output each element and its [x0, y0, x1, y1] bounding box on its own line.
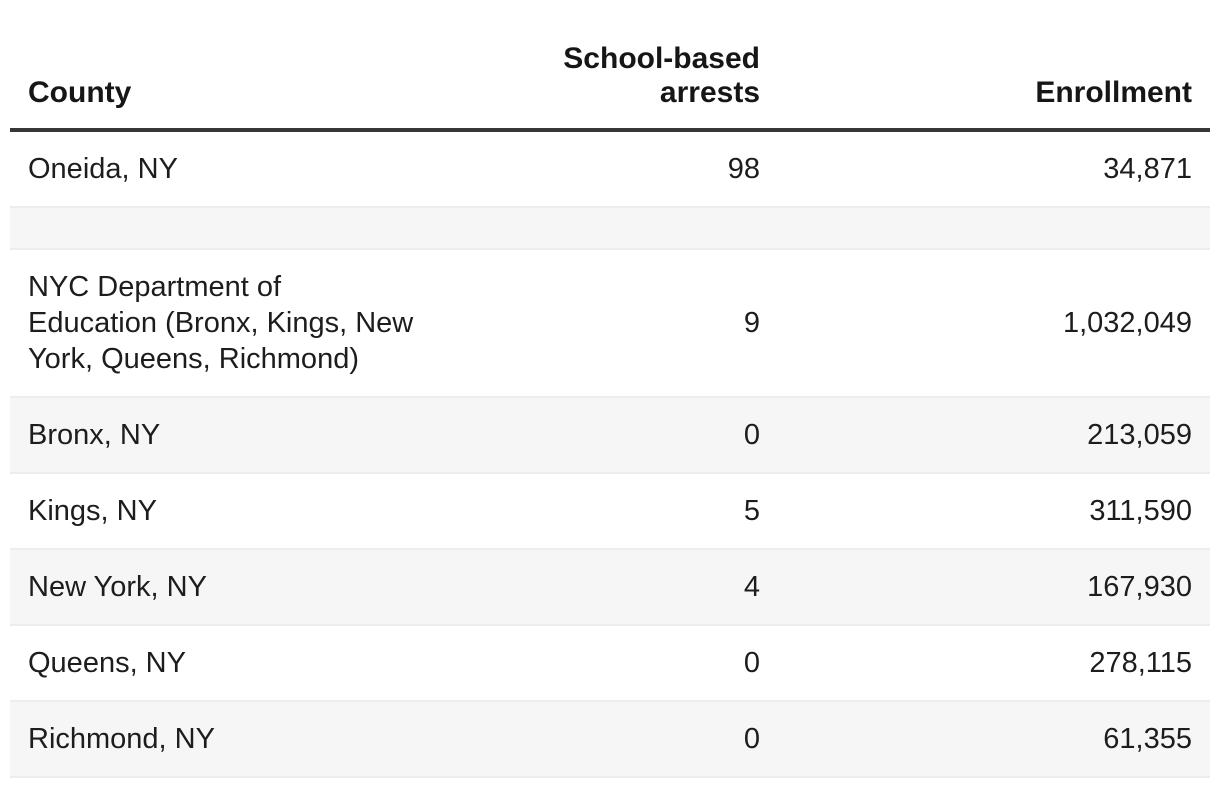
enrollment-cell: 61,355	[1103, 723, 1192, 755]
arrests-cell: 0	[743, 647, 760, 679]
column-header-county: County	[10, 0, 454, 132]
arrests-cell: 9	[743, 307, 760, 339]
arrests-cell: 5	[743, 495, 760, 527]
enrollment-cell: 34,871	[1103, 153, 1192, 185]
table-row: Richmond, NY 0 61,355	[10, 701, 1210, 777]
county-cell: NYC Department of Education (Bronx, King…	[28, 271, 414, 375]
enrollment-cell: 213,059	[1087, 419, 1192, 451]
enrollment-cell	[778, 207, 1210, 249]
data-table: County School-based arrests Enrollment O…	[10, 0, 1210, 778]
table-header: County School-based arrests Enrollment	[10, 0, 1210, 132]
arrests-cell: 0	[743, 419, 760, 451]
enrollment-cell: 311,590	[1089, 495, 1192, 527]
table-row: Queens, NY 0 278,115	[10, 625, 1210, 701]
county-cell	[10, 207, 454, 249]
enrollment-cell: 278,115	[1089, 647, 1192, 679]
enrollment-cell: 1,032,049	[1062, 307, 1192, 339]
column-header-enrollment: Enrollment	[778, 0, 1210, 132]
table-row: Oneida, NY 98 34,871	[10, 130, 1210, 207]
arrests-cell: 98	[727, 153, 760, 185]
table-row: NYC Department of Education (Bronx, King…	[10, 249, 1210, 397]
spacer-row	[10, 207, 1210, 249]
county-cell: Oneida, NY	[28, 153, 178, 185]
table-body: Oneida, NY 98 34,871 NYC Department of Educ…	[10, 130, 1210, 777]
county-cell: Richmond, NY	[28, 723, 215, 755]
arrests-cell: 4	[743, 571, 760, 603]
table-row: New York, NY 4 167,930	[10, 549, 1210, 625]
county-cell: Kings, NY	[28, 495, 157, 527]
datawrapper-table: County School-based arrests Enrollment O…	[10, 0, 1210, 778]
table-row: Bronx, NY 0 213,059	[10, 397, 1210, 473]
county-cell: New York, NY	[28, 571, 207, 603]
arrests-cell	[454, 207, 778, 249]
county-cell: Bronx, NY	[28, 419, 161, 451]
county-cell: Queens, NY	[28, 647, 186, 679]
enrollment-cell: 167,930	[1087, 571, 1192, 603]
arrests-cell: 0	[743, 723, 760, 755]
column-header-arrests: School-based arrests	[454, 0, 778, 132]
table-row: Kings, NY 5 311,590	[10, 473, 1210, 549]
header-row: County School-based arrests Enrollment	[10, 0, 1210, 132]
